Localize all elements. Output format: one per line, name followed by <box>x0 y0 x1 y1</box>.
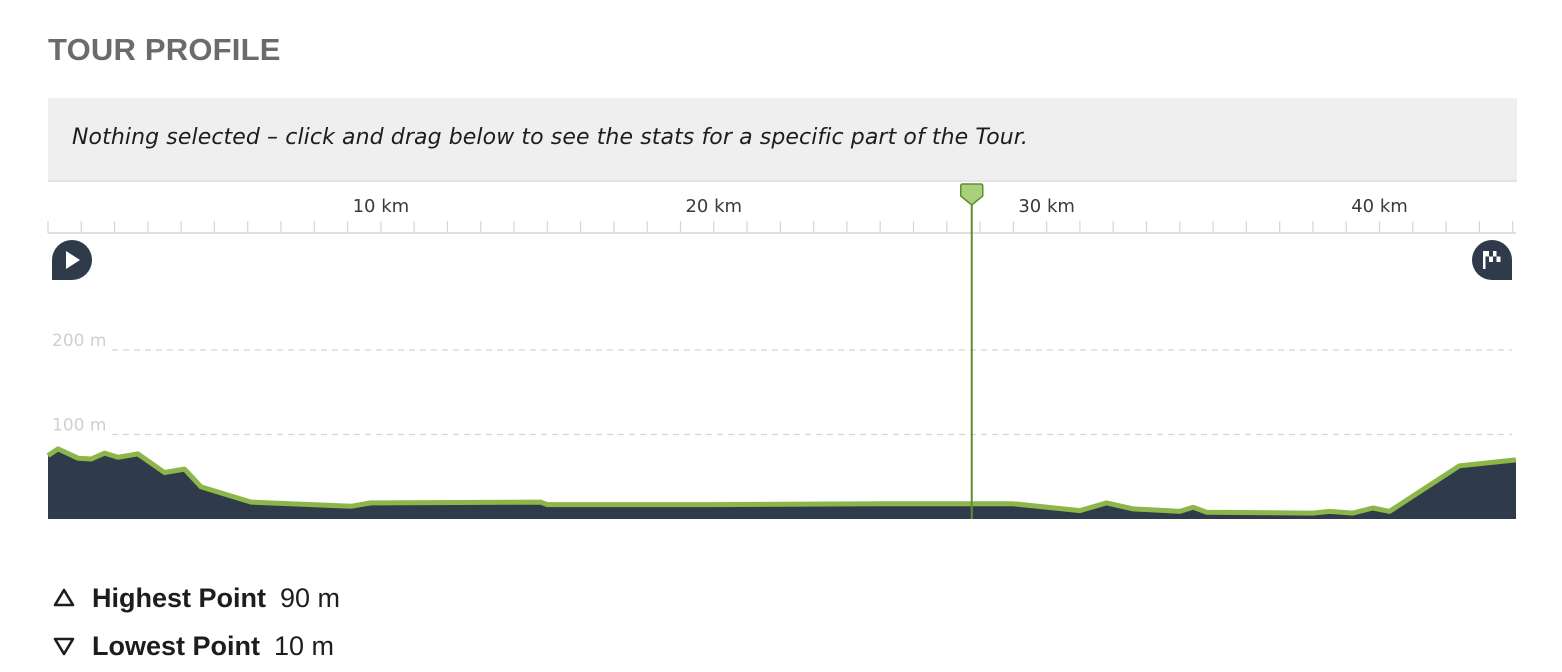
distance-tick-label: 40 km <box>1351 196 1408 217</box>
elevation-grid-label: 200 m <box>52 331 106 351</box>
distance-tick-label: 30 km <box>1018 196 1075 217</box>
elevation-grid-label: 100 m <box>52 416 106 436</box>
elevation-line <box>46 446 1517 516</box>
position-marker[interactable] <box>959 183 984 519</box>
highest-point-row: Highest Point 90 m <box>52 574 340 622</box>
highest-point-label: Highest Point <box>92 582 266 613</box>
checkered-flag-icon <box>1483 251 1501 269</box>
elevation-profile-chart[interactable]: 10 km 20 km 30 km 40 km 200 m 100 m <box>0 180 1562 525</box>
lowest-point-value: 10 m <box>274 630 335 661</box>
distance-tick-label: 20 km <box>685 196 742 217</box>
elevation-area <box>46 446 1517 519</box>
selection-hint-box: Nothing selected – click and drag below … <box>48 98 1517 182</box>
triangle-down-outline-icon <box>53 637 75 656</box>
selection-hint-text: Nothing selected – click and drag below … <box>72 125 1029 150</box>
distance-ruler: 10 km 20 km 30 km 40 km <box>47 196 1516 234</box>
finish-marker[interactable] <box>1472 240 1512 280</box>
highest-point-value: 90 m <box>280 582 341 613</box>
section-title: TOUR PROFILE <box>48 32 281 67</box>
distance-tick-label: 10 km <box>353 196 410 217</box>
elevation-stats: Highest Point 90 m Lowest Point 10 m <box>52 574 340 670</box>
triangle-up-outline-icon <box>53 588 75 607</box>
position-marker-handle <box>959 183 984 206</box>
elevation-gridlines: 200 m 100 m <box>52 331 1512 436</box>
elevation-fill <box>48 448 1516 519</box>
play-icon <box>66 251 80 269</box>
lowest-point-row: Lowest Point 10 m <box>52 622 340 670</box>
start-marker[interactable] <box>52 240 92 280</box>
lowest-point-label: Lowest Point <box>92 630 260 661</box>
